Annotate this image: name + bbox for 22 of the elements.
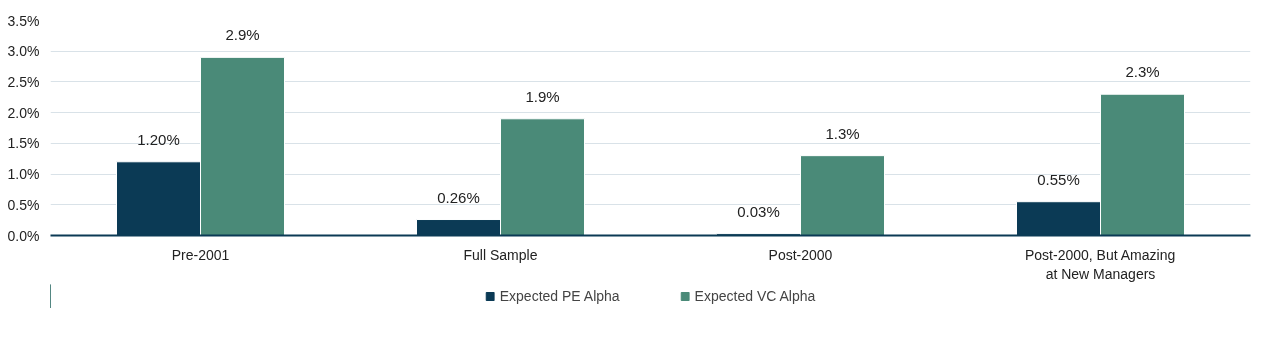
data-label: 1.9% [525,87,560,105]
x-tick-label: Pre-2001 [171,246,230,263]
data-label: 1.3% [825,124,860,142]
x-tick-label: Post-2000 [768,246,833,263]
data-label: 2.9% [225,26,260,44]
data-label: 2.3% [1125,63,1160,81]
y-tick-label: 1.0% [7,166,40,183]
data-label: 0.55% [1037,170,1080,188]
data-label: 1.20% [137,130,180,148]
y-tick-label: 3.0% [7,43,40,60]
y-tick-label: 2.0% [7,104,40,121]
x-tick-label: Post-2000, But Amazing at New Managers [1025,246,1176,282]
y-tick-label: 0.5% [7,196,40,213]
y-tick-label: 1.5% [7,135,40,152]
data-label: 0.03% [737,202,780,220]
x-tick-label: Full Sample [463,246,538,263]
legend-label: Expected PE Alpha [499,288,620,304]
legend-label: Expected VC Alpha [694,288,816,304]
data-label: 0.26% [437,188,480,206]
y-tick-label: 0.0% [7,227,40,244]
y-tick-label: 3.5% [7,12,40,29]
y-tick-label: 2.5% [7,73,40,90]
